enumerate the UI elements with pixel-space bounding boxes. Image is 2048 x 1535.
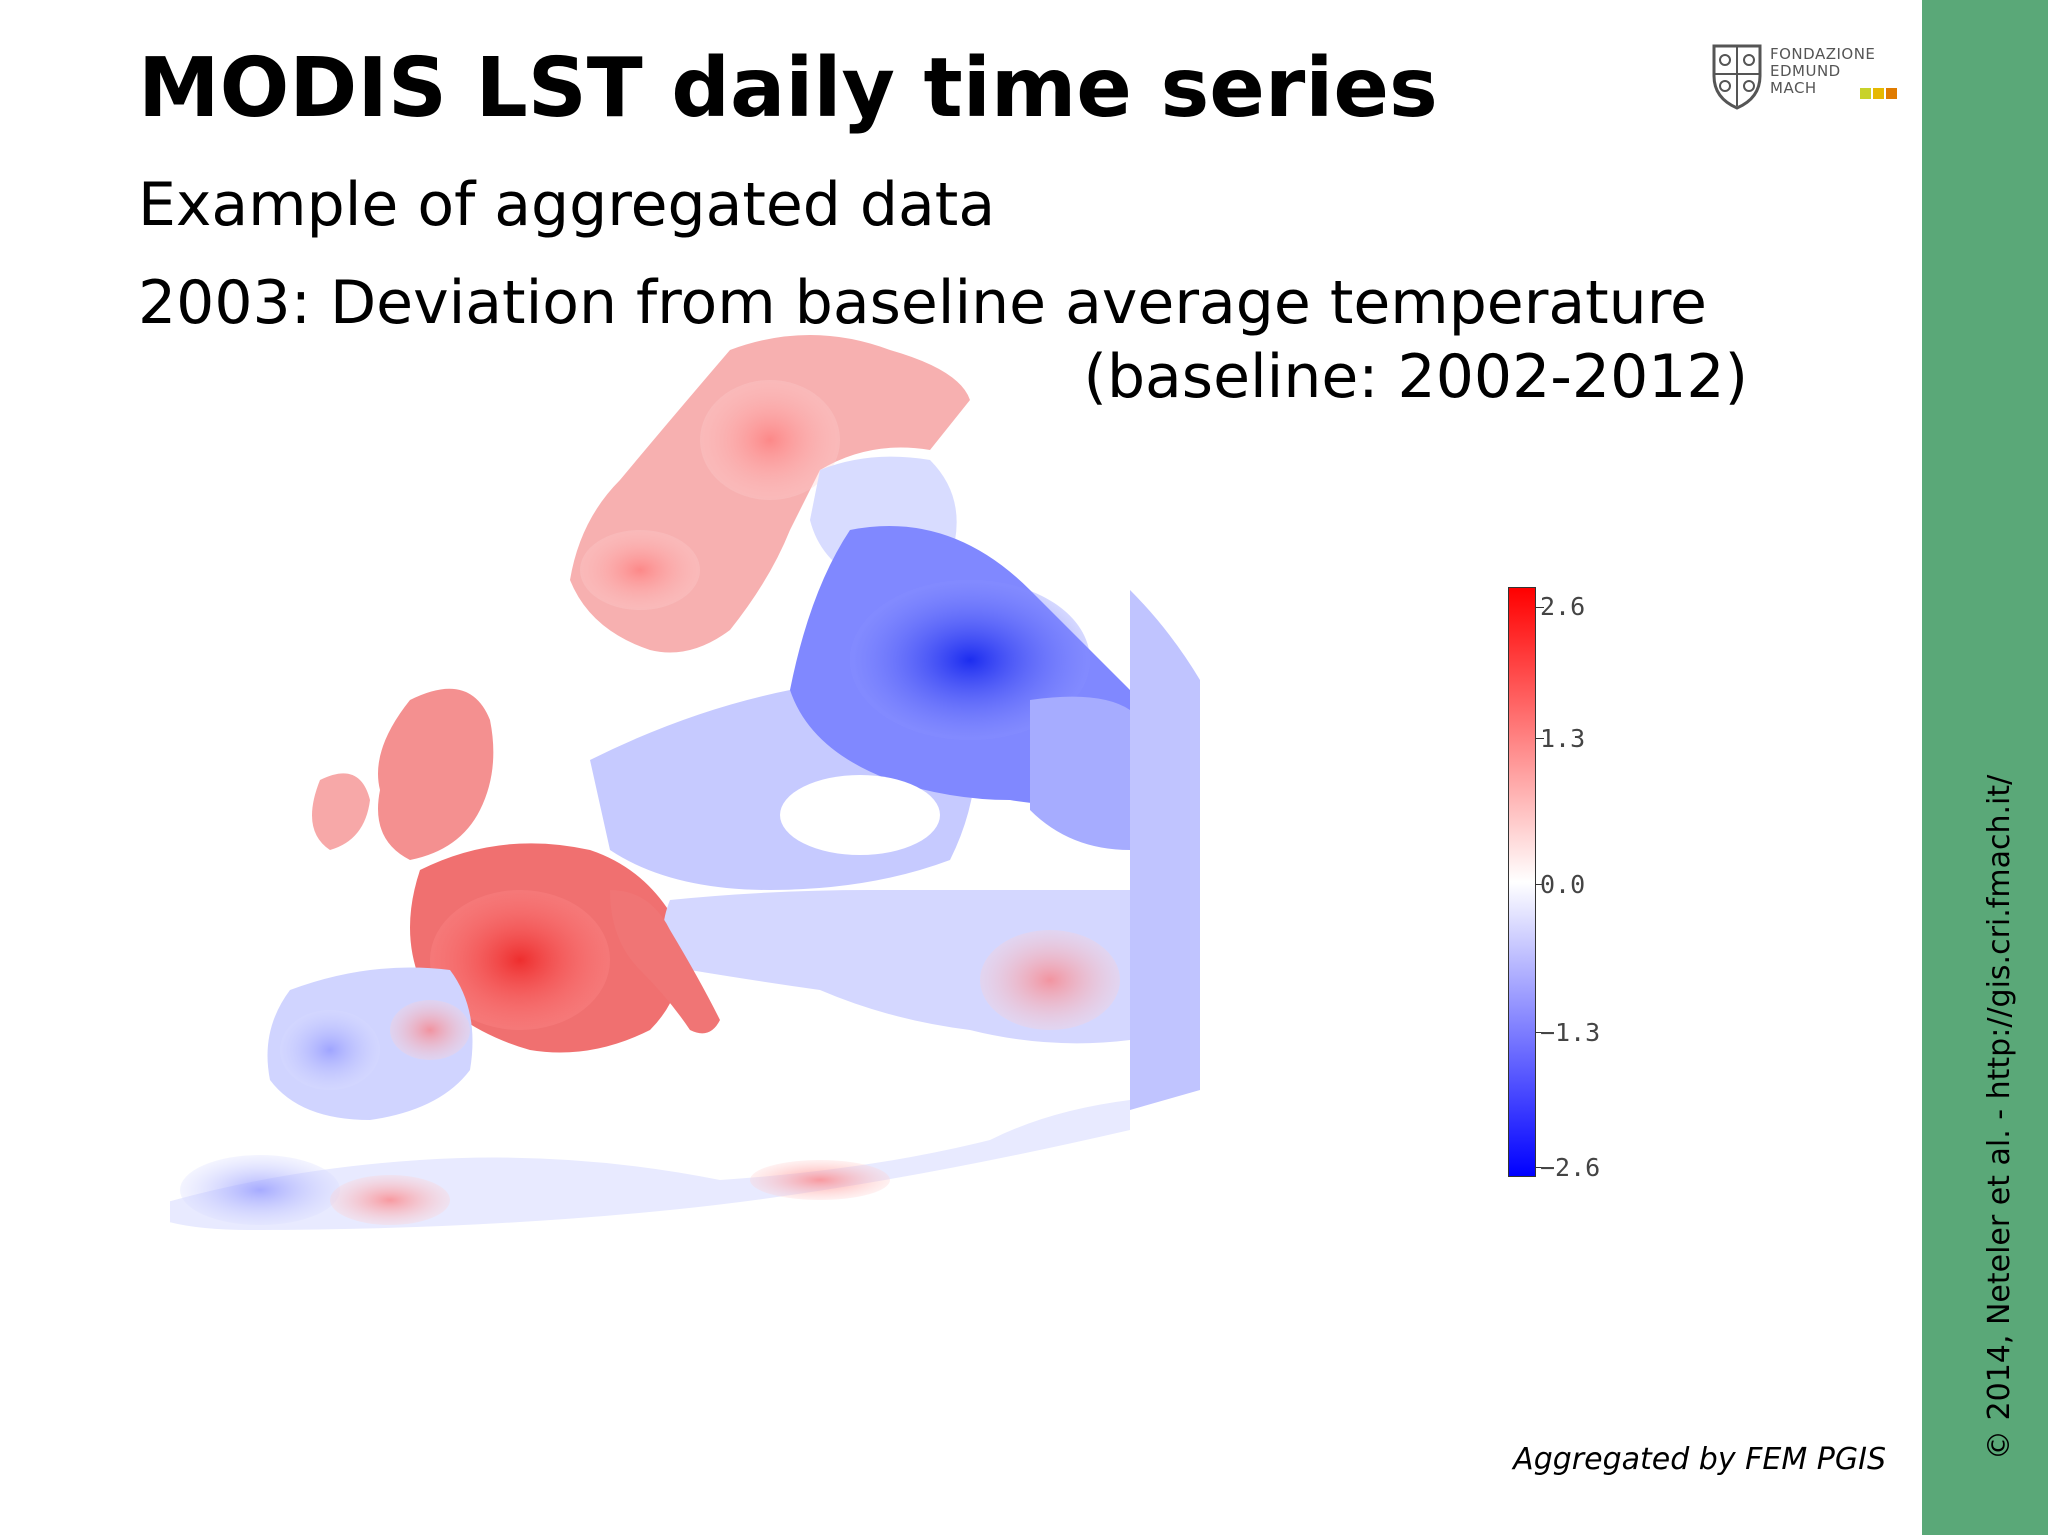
logo-square	[1873, 88, 1884, 99]
map-heading-baseline: (baseline: 2002-2012)	[1083, 342, 1748, 412]
logo-square	[1860, 88, 1871, 99]
legend-tick	[1536, 884, 1544, 885]
sidebar-band	[1922, 0, 2048, 1535]
logo-line: FONDAZIONE	[1770, 45, 1876, 63]
color-legend-bar	[1508, 587, 1536, 1177]
legend-tick	[1536, 1032, 1544, 1033]
fondazione-edmund-mach-logo: FONDAZIONE EDMUND MACH	[1710, 40, 1910, 112]
logo-line: EDMUND	[1770, 62, 1841, 80]
map-region-italy	[610, 890, 720, 1034]
lst-deviation-map	[170, 335, 1200, 1230]
legend-tick	[1536, 1167, 1544, 1168]
legend-tick	[1536, 738, 1544, 739]
credit-text: Aggregated by FEM PGIS	[1513, 1442, 1886, 1477]
legend-label-max: 2.6	[1540, 592, 1586, 621]
slide-title: MODIS LST daily time series	[138, 41, 1438, 136]
map-heading: 2003: Deviation from baseline average te…	[138, 268, 1707, 338]
logo-text: FONDAZIONE EDMUND MACH	[1770, 46, 1875, 97]
legend-label-zero: 0.0	[1540, 870, 1586, 899]
copyright-text: © 2014, Neteler et al. - http://gis.cri.…	[1982, 774, 2017, 1460]
map-region-british-isles	[378, 688, 494, 860]
slide-subtitle: Example of aggregated data	[138, 170, 996, 240]
crest-icon	[1712, 44, 1762, 110]
legend-label: 1.3	[1540, 724, 1586, 753]
legend-label-min: −2.6	[1540, 1153, 1601, 1182]
legend-label: −1.3	[1540, 1018, 1601, 1047]
logo-line: MACH	[1770, 79, 1817, 97]
logo-square	[1886, 88, 1897, 99]
legend-tick	[1536, 607, 1544, 608]
